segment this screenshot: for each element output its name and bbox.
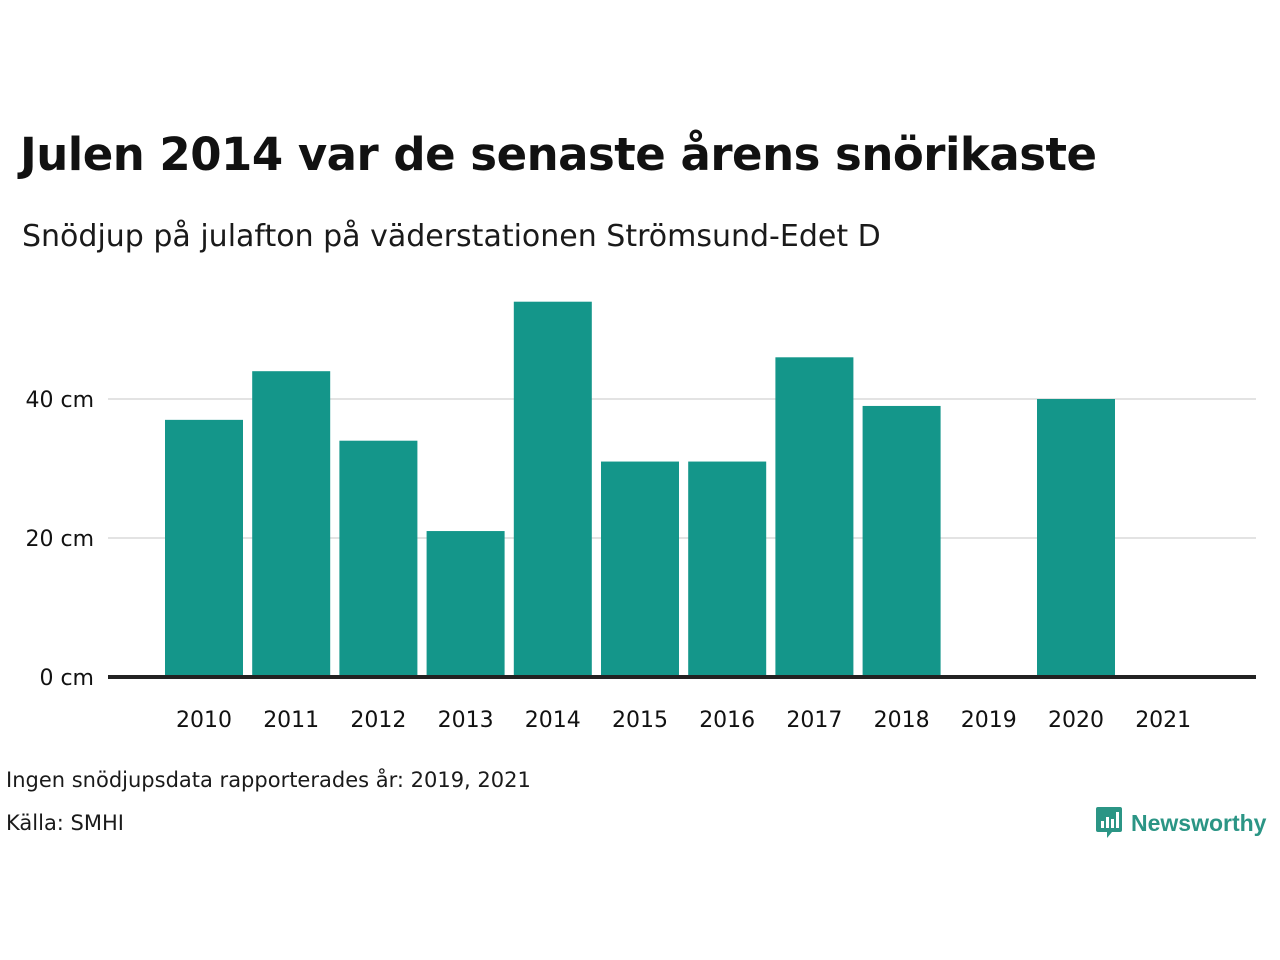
x-tick-label: 2015 [612, 708, 668, 733]
bar-chart: 0 cm 20 cm 40 cm 2010 2011 2012 2013 2014 2015 20… [25, 301, 1256, 733]
bar-2010 [165, 419, 243, 677]
bars [165, 301, 1115, 677]
bar-2014 [513, 301, 592, 677]
source-credit: Källa: SMHI [6, 811, 124, 835]
x-tick-label: 2013 [438, 708, 494, 733]
x-tick-label: 2011 [263, 708, 319, 733]
x-tick-label: 2012 [350, 708, 406, 733]
x-tick-label: 2021 [1135, 708, 1191, 733]
brand-name: Newsworthy [1131, 809, 1267, 836]
bar-2018 [862, 405, 941, 677]
x-tick-label: 2019 [961, 708, 1017, 733]
x-tick-label: 2020 [1048, 708, 1104, 733]
bar-2013 [426, 531, 505, 677]
bar-2015 [601, 461, 679, 677]
chart-title: Julen 2014 var de senaste årens snörikas… [20, 128, 1097, 181]
bar-chart-speech-bubble-icon [1096, 807, 1122, 838]
newsworthy-logo: Newsworthy [1095, 806, 1266, 840]
bar-2020 [1037, 399, 1115, 677]
x-tick-label: 2014 [525, 708, 581, 733]
y-tick-label: 0 cm [39, 666, 94, 691]
bar-2016 [688, 461, 767, 677]
bar-2011 [252, 371, 331, 677]
missing-data-note: Ingen snödjupsdata rapporterades år: 201… [6, 768, 531, 792]
y-tick-label: 40 cm [25, 388, 94, 413]
y-tick-label: 20 cm [25, 527, 94, 552]
bar-2012 [339, 440, 418, 677]
x-tick-label: 2016 [699, 708, 755, 733]
x-tick-label: 2017 [786, 708, 842, 733]
x-tick-label: 2018 [874, 708, 930, 733]
chart-subtitle: Snödjup på julafton på väderstationen St… [22, 219, 881, 254]
x-tick-label: 2010 [176, 708, 232, 733]
bar-2017 [775, 357, 854, 677]
axes: 0 cm 20 cm 40 cm 2010 2011 2012 2013 2014 2015 20… [25, 388, 1256, 733]
